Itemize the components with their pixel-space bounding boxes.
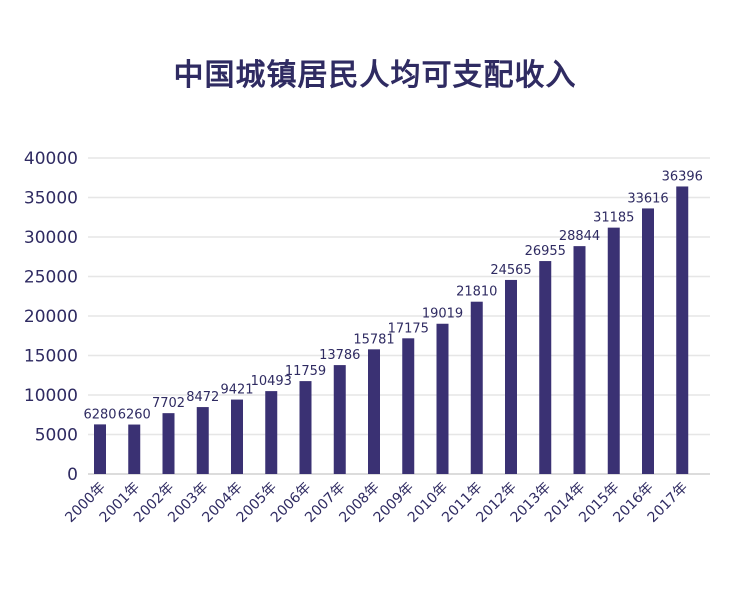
y-tick-label: 25000 (24, 268, 78, 288)
bar (539, 261, 552, 474)
bar (265, 391, 278, 474)
y-tick-label: 15000 (24, 347, 78, 367)
bar (676, 186, 689, 474)
bar (436, 323, 449, 474)
bar (196, 407, 209, 474)
y-tick-label: 20000 (24, 307, 78, 327)
data-label: 19019 (422, 307, 463, 322)
y-tick-label: 0 (67, 465, 78, 485)
data-label: 17175 (388, 321, 429, 336)
bar (642, 208, 654, 474)
data-label: 26955 (525, 244, 566, 259)
y-tick-label: 40000 (24, 149, 78, 169)
bar (299, 381, 312, 474)
bar (162, 413, 175, 474)
data-label: 6280 (83, 407, 116, 422)
bar (368, 349, 380, 474)
y-tick-label: 5000 (35, 426, 78, 446)
data-label: 36396 (662, 169, 703, 184)
bar (402, 338, 415, 474)
bar (128, 424, 141, 474)
y-tick-label: 35000 (24, 189, 78, 209)
bar (607, 227, 620, 474)
bar (94, 424, 106, 474)
data-label: 9421 (220, 383, 253, 398)
bar (573, 246, 586, 474)
data-label: 13786 (319, 348, 360, 363)
data-label: 11759 (285, 364, 326, 379)
data-label: 8472 (186, 390, 219, 405)
data-label: 31185 (593, 211, 634, 226)
chart-title: 中国城镇居民人均可支配收入 (173, 58, 577, 93)
y-tick-label: 10000 (24, 386, 78, 406)
bar (505, 279, 517, 474)
data-label: 15781 (353, 332, 394, 347)
data-label: 21810 (456, 285, 497, 300)
data-label: 7702 (152, 396, 185, 411)
bar (470, 301, 483, 474)
data-label: 33616 (627, 191, 668, 206)
data-label: 24565 (490, 263, 531, 278)
bar (231, 399, 243, 474)
data-label: 6260 (118, 408, 151, 423)
y-tick-label: 30000 (24, 228, 78, 248)
data-label: 10493 (251, 374, 292, 389)
data-label: 28844 (559, 229, 600, 244)
bar (333, 365, 346, 474)
